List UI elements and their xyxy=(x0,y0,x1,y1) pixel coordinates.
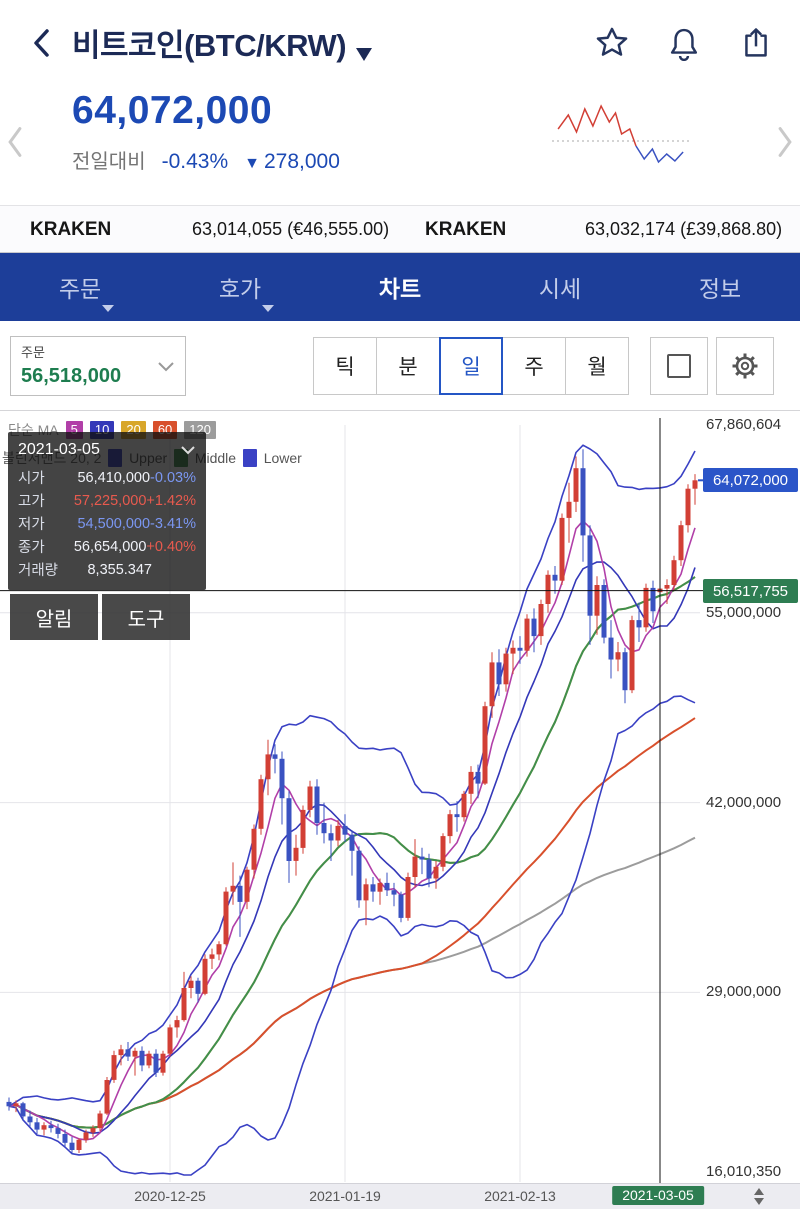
top-icons xyxy=(594,25,774,61)
chart-area: 단순 MA 5 10 20 60 120 볼린저밴드 20, 2 Upper M… xyxy=(0,411,800,1209)
share-button[interactable] xyxy=(738,25,774,61)
last-price-badge: 64,072,000 xyxy=(703,468,798,492)
down-triangle-icon: ▼ xyxy=(244,155,260,172)
order-label: 주문 xyxy=(21,345,45,360)
y-axis-label: 67,860,604 xyxy=(706,416,782,433)
gear-icon xyxy=(732,353,758,379)
tooltip-high-row: 고가 57,225,000 +1.42% xyxy=(18,492,196,511)
exchange-price: 63,032,174 (£39,868.80) xyxy=(585,219,783,239)
y-axis-label: 16,010,350 xyxy=(706,1163,782,1180)
compare-label: 전일대비 xyxy=(72,151,146,173)
star-icon xyxy=(596,27,628,56)
chart-style-button[interactable] xyxy=(650,337,708,395)
tooltip-open-row: 시가 56,410,000 -0.03% xyxy=(18,469,196,488)
crosshair-date-badge: 2021-03-05 xyxy=(612,1186,704,1205)
exchange-name: KRAKEN xyxy=(30,219,112,240)
alarm-button[interactable]: 알림 xyxy=(10,594,98,640)
y-axis-label: 29,000,000 xyxy=(706,983,782,1000)
tools-button[interactable]: 도구 xyxy=(102,594,190,640)
top-bar: 비트코인(BTC/KRW) xyxy=(0,0,800,85)
y-axis-label: 55,000,000 xyxy=(706,604,782,621)
candlestick-chart[interactable] xyxy=(0,418,800,1183)
prev-symbol-button[interactable] xyxy=(4,125,26,159)
tooltip-date: 2021-03-05 xyxy=(18,441,100,458)
page-title: 비트코인(BTC/KRW) xyxy=(72,28,347,63)
price-change-row: 전일대비 -0.43% ▼ 278,000 xyxy=(72,145,340,174)
period-day-button[interactable]: 일 xyxy=(439,337,503,395)
settings-button[interactable] xyxy=(716,337,774,395)
exchange-price: 63,014,055 (€46,555.00) xyxy=(192,219,390,239)
tooltip-low-row: 저가 54,500,000 -3.41% xyxy=(18,515,196,534)
bell-icon xyxy=(670,28,698,61)
chevron-down-icon xyxy=(102,305,114,312)
main-nav: 주문 호가 차트 시세 정보 xyxy=(0,253,800,321)
tab-chart[interactable]: 차트 xyxy=(378,276,422,302)
tab-orderbook[interactable]: 호가 xyxy=(160,253,320,321)
change-percent: -0.43% xyxy=(161,150,229,173)
tab-order[interactable]: 주문 xyxy=(0,253,160,321)
x-axis-label: 2021-01-19 xyxy=(309,1188,381,1204)
order-price-dropdown[interactable]: 주문 56,518,000 xyxy=(10,336,186,396)
axis-scale-toggle-button[interactable] xyxy=(754,1188,764,1205)
share-icon xyxy=(745,27,767,57)
mini-sparkline-chart xyxy=(552,104,690,164)
back-button[interactable] xyxy=(26,25,60,61)
ohlc-tooltip: 2021-03-05 시가 56,410,000 -0.03% 고가 57,225,0… xyxy=(8,432,206,590)
next-symbol-button[interactable] xyxy=(774,125,796,159)
exchange-name: KRAKEN xyxy=(425,219,507,240)
square-icon xyxy=(667,354,691,378)
symbol-selector[interactable]: 비트코인(BTC/KRW) xyxy=(72,20,373,65)
change-amount: ▼ 278,000 xyxy=(244,150,340,173)
current-price: 64,072,000 xyxy=(72,89,273,132)
period-selector: 틱 분 일 주 월 xyxy=(313,337,629,395)
y-axis-label: 42,000,000 xyxy=(706,794,782,811)
favorite-button[interactable] xyxy=(594,25,630,61)
chart-toolbar: 주문 56,518,000 틱 분 일 주 월 xyxy=(0,321,800,411)
x-axis-label: 2021-02-13 xyxy=(484,1188,556,1204)
tab-market[interactable]: 시세 xyxy=(538,276,582,302)
chevron-down-icon[interactable] xyxy=(180,445,196,455)
period-week-button[interactable]: 주 xyxy=(502,337,566,395)
notifications-button[interactable] xyxy=(666,25,702,61)
exchange-ticker: KRAKEN 63,014,055 (€46,555.00) KRAKEN 63… xyxy=(0,205,800,253)
x-axis-label: 2020-12-25 xyxy=(134,1188,206,1204)
tab-info[interactable]: 정보 xyxy=(698,276,742,302)
triangle-up-icon xyxy=(754,1188,764,1195)
period-minute-button[interactable]: 분 xyxy=(376,337,440,395)
chevron-down-icon xyxy=(158,362,174,372)
period-tick-button[interactable]: 틱 xyxy=(313,337,377,395)
tooltip-close-row: 종가 56,654,000 +0.40% xyxy=(18,538,196,557)
period-month-button[interactable]: 월 xyxy=(565,337,629,395)
crosshair-price-badge: 56,517,755 xyxy=(703,579,798,603)
chevron-down-icon xyxy=(262,305,274,312)
order-price: 56,518,000 xyxy=(21,365,122,387)
tooltip-volume-row: 거래량 8,355.347 xyxy=(18,561,152,580)
chevron-left-icon xyxy=(34,28,49,57)
title-dropdown-icon xyxy=(356,48,373,61)
x-axis: 2020-12-25 2021-01-19 2021-02-13 2021-03… xyxy=(0,1183,800,1209)
triangle-down-icon xyxy=(754,1198,764,1205)
bb-lower-chip xyxy=(243,449,257,467)
price-summary: 64,072,000 전일대비 -0.43% ▼ 278,000 xyxy=(0,85,800,205)
